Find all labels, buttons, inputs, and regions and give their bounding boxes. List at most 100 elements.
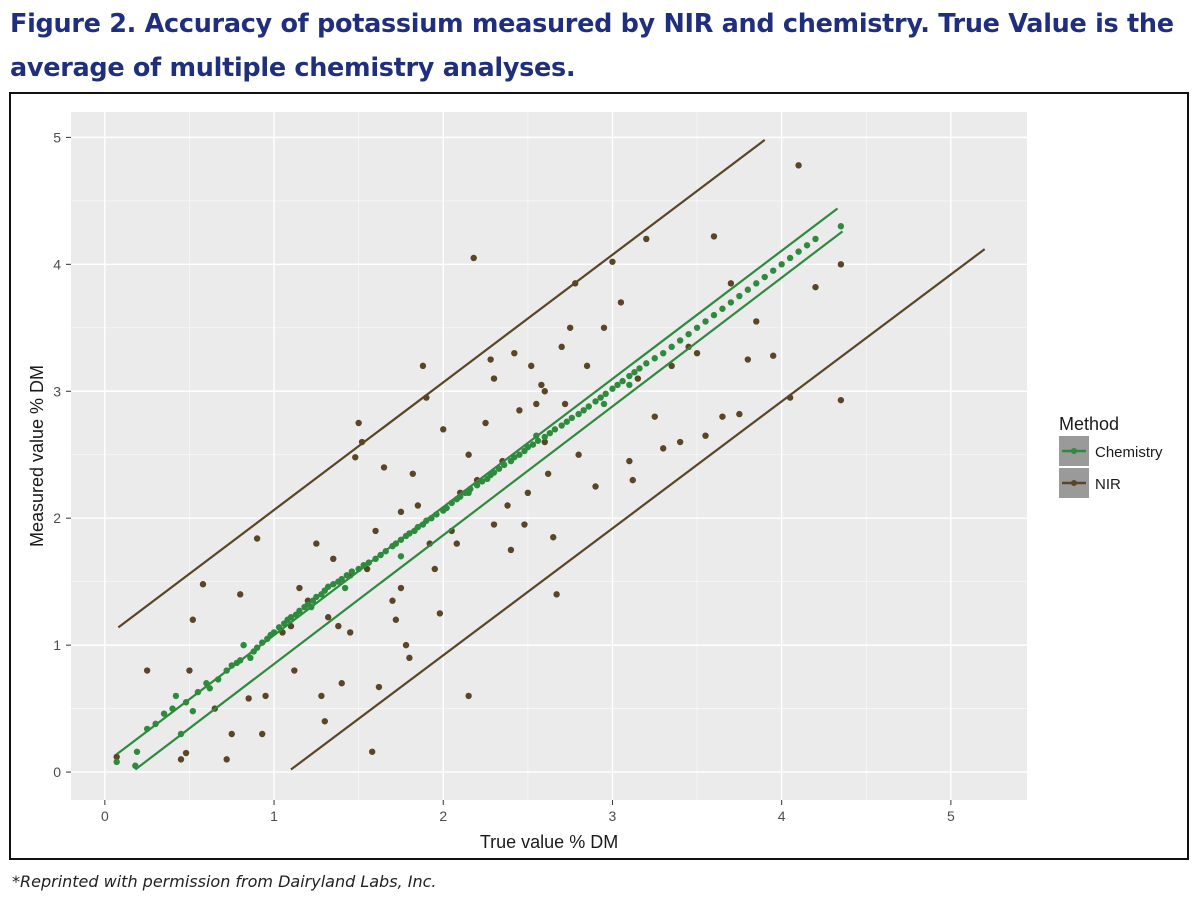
point-chemistry <box>330 581 337 588</box>
point-nir <box>352 454 359 461</box>
point-chemistry <box>546 429 554 437</box>
point-nir <box>676 438 684 446</box>
point-nir <box>553 591 560 598</box>
point-nir <box>253 535 261 542</box>
point-nir <box>237 591 244 598</box>
point-nir <box>566 324 574 331</box>
point-chemistry <box>597 394 604 401</box>
point-nir <box>453 540 460 547</box>
point-chemistry <box>563 418 570 425</box>
x-axis-ticks: 0 1 2 3 4 5 <box>101 800 955 824</box>
point-chemistry <box>778 261 785 268</box>
point-chemistry <box>660 349 667 357</box>
point-chemistry <box>719 305 726 312</box>
point-nir <box>355 419 362 427</box>
point-nir <box>177 756 185 763</box>
footnote: *Reprinted with permission from Dairylan… <box>12 872 437 891</box>
point-nir <box>626 457 633 465</box>
figure-frame: 0 1 2 3 4 5 0 1 2 3 4 5 True value % DM Measured v… <box>9 92 1189 860</box>
y-tick-label: 2 <box>53 510 61 526</box>
point-nir <box>402 641 410 649</box>
point-chemistry <box>812 235 819 243</box>
point-nir <box>113 753 120 761</box>
point-nir <box>592 483 599 490</box>
point-chemistry <box>736 292 743 300</box>
point-chemistry <box>551 426 559 433</box>
point-nir <box>541 388 548 395</box>
point-nir <box>330 555 337 563</box>
point-chemistry <box>580 407 587 414</box>
point-nir <box>259 730 266 738</box>
point-nir <box>617 299 625 306</box>
point-chemistry <box>189 707 197 715</box>
point-chemistry <box>795 248 802 255</box>
point-chemistry <box>753 280 760 287</box>
legend-label-nir: NIR <box>1095 476 1121 493</box>
point-chemistry <box>651 355 658 362</box>
legend-dot-chemistry <box>1071 448 1077 454</box>
grid-major <box>71 112 1027 800</box>
point-nir <box>541 438 548 446</box>
point-nir <box>335 622 342 630</box>
point-nir <box>837 261 845 268</box>
point-nir <box>524 489 532 497</box>
point-chemistry <box>803 242 811 249</box>
point-nir <box>516 407 523 414</box>
point-nir <box>634 375 642 382</box>
point-chemistry <box>172 692 180 700</box>
legend: Method Chemistry NIR <box>1059 414 1163 498</box>
y-tick-label: 5 <box>53 129 61 145</box>
point-nir <box>318 692 325 700</box>
point-chemistry <box>113 758 120 766</box>
point-nir <box>487 356 494 363</box>
point-nir <box>338 680 345 687</box>
point-nir <box>544 470 552 477</box>
point-chemistry <box>313 593 320 601</box>
point-nir <box>436 610 444 617</box>
point-nir <box>372 527 379 535</box>
point-nir <box>470 254 477 262</box>
point-nir <box>511 349 518 357</box>
point-nir <box>324 614 332 621</box>
point-chemistry <box>600 400 608 408</box>
point-chemistry <box>296 607 303 615</box>
point-nir <box>736 410 743 418</box>
point-nir <box>660 445 667 452</box>
point-nir <box>406 654 413 662</box>
point-chemistry <box>631 369 638 376</box>
point-nir <box>465 451 472 458</box>
point-nir <box>375 683 383 691</box>
x-tick-label: 3 <box>609 808 617 824</box>
point-nir <box>550 534 557 541</box>
legend-title: Method <box>1059 414 1119 434</box>
point-nir <box>561 400 569 408</box>
point-nir <box>710 233 718 240</box>
point-chemistry <box>516 451 523 458</box>
point-nir <box>380 464 388 471</box>
point-chemistry <box>341 584 349 592</box>
y-tick-label: 1 <box>53 637 61 653</box>
point-chemistry <box>710 311 718 319</box>
legend-item-chemistry: Chemistry <box>1059 436 1163 466</box>
point-nir <box>189 616 197 623</box>
point-nir <box>228 730 235 738</box>
point-chemistry <box>534 437 542 444</box>
point-nir <box>186 667 193 674</box>
point-chemistry <box>348 568 356 575</box>
point-nir <box>245 695 252 702</box>
point-nir <box>753 318 760 325</box>
point-chemistry <box>636 365 643 372</box>
point-nir <box>558 343 565 351</box>
point-chemistry <box>837 223 845 230</box>
point-nir <box>693 349 701 357</box>
grid-minor <box>71 112 1027 800</box>
x-tick-label: 2 <box>439 808 447 824</box>
point-nir <box>182 749 190 757</box>
point-nir <box>528 362 535 370</box>
point-chemistry <box>614 381 621 389</box>
point-chemistry <box>160 710 168 717</box>
point-nir <box>296 584 303 592</box>
point-nir <box>521 521 528 528</box>
point-nir <box>727 280 735 287</box>
point-chemistry <box>343 572 351 579</box>
